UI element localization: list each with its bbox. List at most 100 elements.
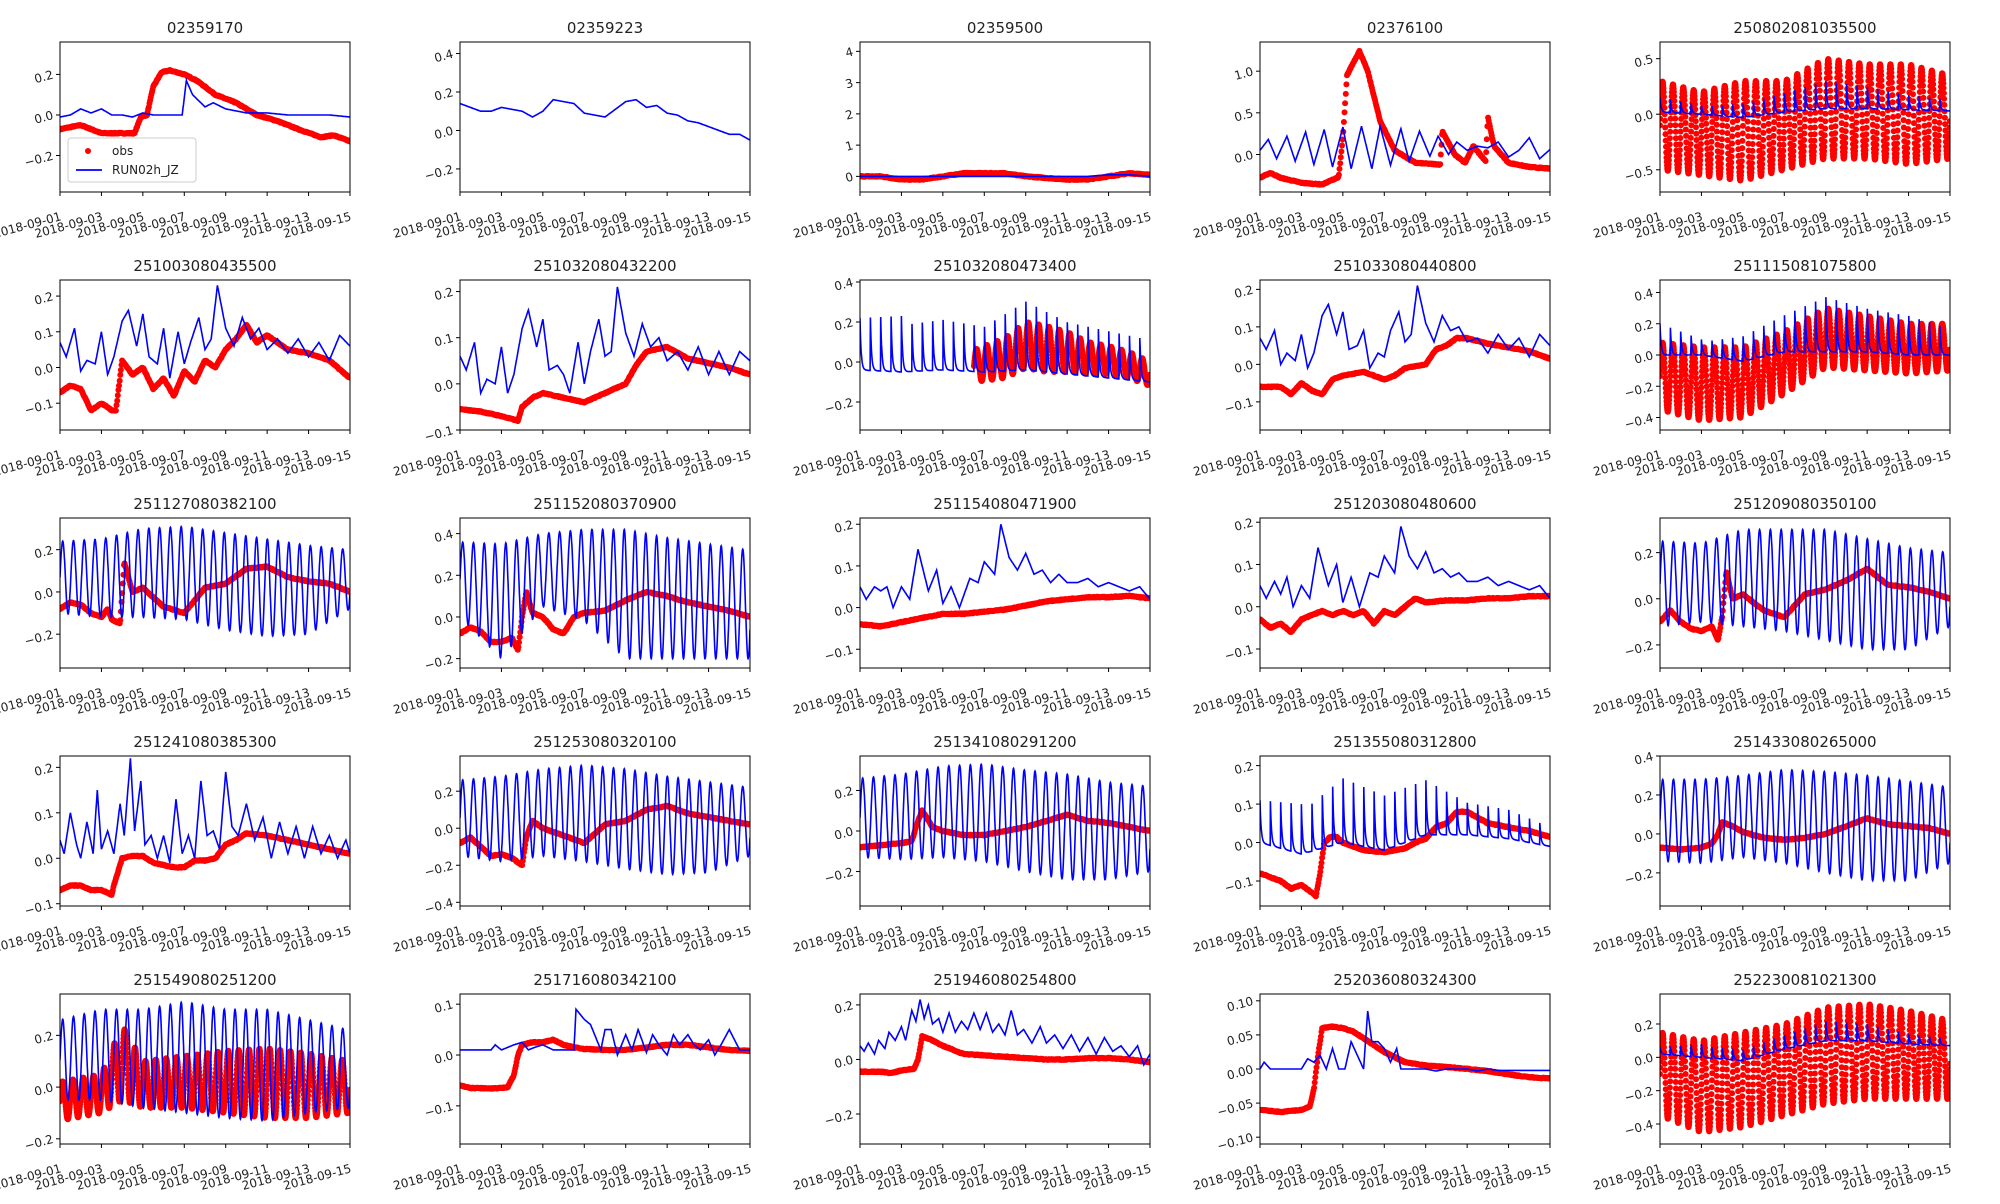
obs-point xyxy=(1661,94,1667,100)
obs-point xyxy=(1884,129,1890,135)
obs-point xyxy=(1781,122,1787,128)
obs-point xyxy=(1869,94,1875,100)
obs-point xyxy=(1822,126,1828,132)
obs-point xyxy=(1926,128,1932,134)
obs-point xyxy=(1687,153,1693,159)
obs-point xyxy=(1437,161,1443,167)
obs-point xyxy=(1704,127,1710,133)
axes-frame xyxy=(860,42,1150,192)
obs-point xyxy=(1884,135,1890,141)
y-tick-label: 0.0 xyxy=(1233,148,1255,166)
obs-point xyxy=(1832,130,1838,136)
plot-area xyxy=(1257,48,1553,188)
obs-point xyxy=(1931,112,1937,118)
obs-point xyxy=(1672,116,1678,122)
obs-point xyxy=(1714,122,1720,128)
obs-point xyxy=(1838,91,1844,97)
obs-point xyxy=(1905,126,1911,132)
obs-point xyxy=(1677,141,1683,147)
y-tick-label: 0.0 xyxy=(1633,107,1655,125)
obs-point xyxy=(1739,152,1745,158)
obs-point xyxy=(1832,136,1838,142)
obs-point xyxy=(1750,141,1756,147)
obs-point xyxy=(1817,81,1823,87)
obs-point xyxy=(1698,147,1704,153)
obs-point xyxy=(1666,147,1672,153)
obs-point xyxy=(1879,83,1885,89)
obs-point xyxy=(1338,149,1344,155)
obs-point xyxy=(1848,81,1854,87)
obs-point xyxy=(1941,102,1947,108)
obs-point xyxy=(1709,132,1715,138)
plot-area xyxy=(460,100,750,140)
subplot-251003080435500: 251003080435500−0.10.00.10.22018-09-0120… xyxy=(0,257,353,479)
obs-point xyxy=(1791,148,1797,154)
obs-point xyxy=(1801,137,1807,143)
obs-point xyxy=(1807,97,1813,103)
y-tick-label: 3 xyxy=(844,76,855,92)
obs-point xyxy=(1873,142,1879,148)
obs-point xyxy=(1869,87,1875,93)
obs-point xyxy=(1900,95,1906,101)
plot-area xyxy=(1657,297,1953,423)
obs-point xyxy=(1760,130,1766,136)
obs-point xyxy=(1941,96,1947,102)
subplot-title: 02376100 xyxy=(1367,19,1443,37)
obs-point xyxy=(1718,149,1724,155)
obs-point xyxy=(1936,132,1942,138)
obs-point xyxy=(1889,74,1895,80)
obs-point xyxy=(1770,152,1776,158)
obs-point xyxy=(117,378,123,384)
obs-point xyxy=(1879,77,1885,83)
obs-point xyxy=(1765,101,1771,107)
obs-point xyxy=(1848,94,1854,100)
obs-point xyxy=(1796,87,1802,93)
obs-point xyxy=(1740,138,1746,144)
obs-point xyxy=(1693,131,1699,137)
obs-point xyxy=(1755,120,1761,126)
obs-point xyxy=(1724,130,1730,136)
obs-point xyxy=(1915,148,1921,154)
obs-point xyxy=(1688,141,1694,147)
obs-point xyxy=(1849,109,1855,115)
obs-point xyxy=(1683,120,1689,126)
y-tick-label: 0.2 xyxy=(433,85,455,103)
obs-point xyxy=(1729,133,1735,139)
obs-point xyxy=(1828,95,1834,101)
plot-area xyxy=(57,285,353,413)
obs-point xyxy=(1740,130,1746,136)
obs-point xyxy=(1847,75,1853,81)
obs-point xyxy=(1749,160,1755,166)
obs-point xyxy=(1792,116,1798,122)
obs-point xyxy=(1942,115,1948,121)
obs-point xyxy=(1683,127,1689,133)
obs-point xyxy=(1904,150,1910,156)
obs-point xyxy=(1667,129,1673,135)
y-tick-label: 0.2 xyxy=(33,68,55,86)
obs-point xyxy=(1483,158,1489,164)
subplot-02359223: 02359223−0.20.00.20.42018-09-012018-09-0… xyxy=(392,19,753,241)
obs-point xyxy=(1801,131,1807,137)
subplot-title: 02359223 xyxy=(567,19,643,37)
plot-area xyxy=(860,302,1153,388)
obs-point xyxy=(1703,121,1709,127)
obs-point xyxy=(1692,101,1698,107)
obs-point xyxy=(1941,90,1947,96)
series-obs xyxy=(971,320,1153,389)
y-tick-label: −0.5 xyxy=(1623,163,1655,184)
plot-area xyxy=(57,67,353,144)
obs-point xyxy=(1776,122,1782,128)
obs-point xyxy=(1667,379,1673,385)
obs-point xyxy=(1341,119,1347,125)
obs-point xyxy=(1797,120,1803,126)
obs-point xyxy=(1838,84,1844,90)
obs-point xyxy=(1909,74,1915,80)
obs-point xyxy=(1910,98,1916,104)
subplot-251115081075800: 251115081075800−0.4−0.20.00.20.42018-09-… xyxy=(1592,257,1953,479)
obs-point xyxy=(1894,134,1900,140)
obs-point xyxy=(1739,145,1745,151)
obs-point xyxy=(1858,84,1864,90)
obs-point xyxy=(1832,142,1838,148)
obs-point xyxy=(1848,87,1854,93)
